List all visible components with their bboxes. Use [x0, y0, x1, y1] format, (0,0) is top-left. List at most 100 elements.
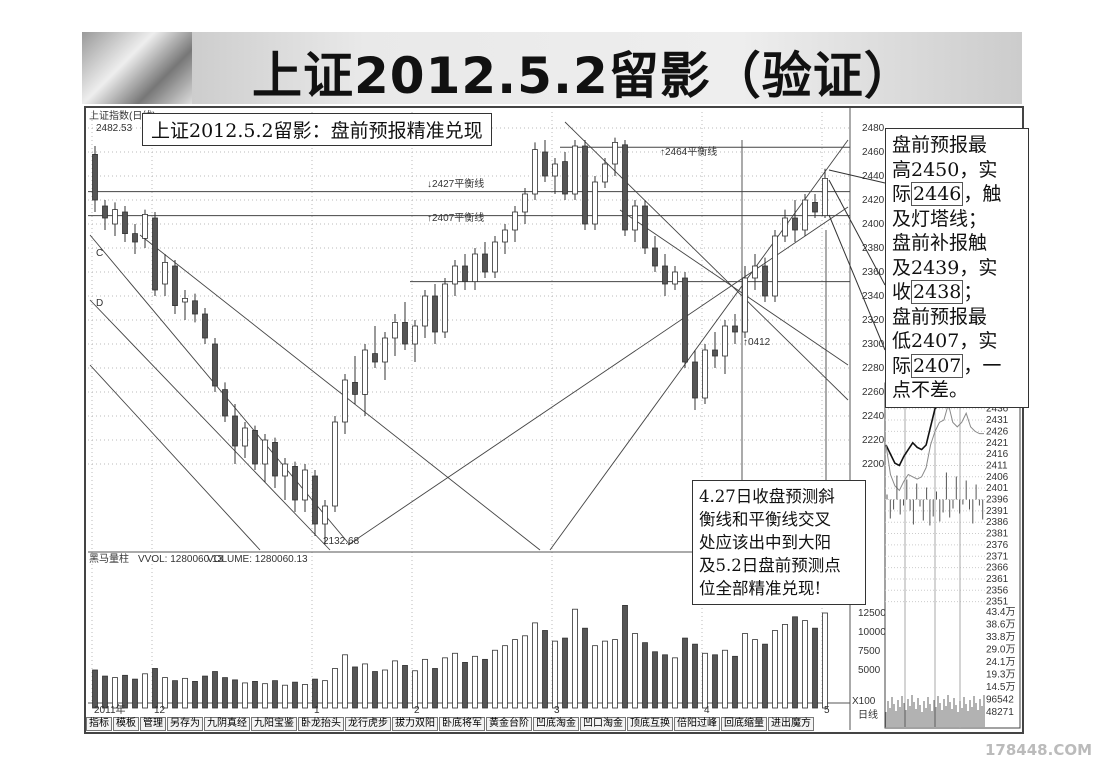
tab-3[interactable]: 另存为: [167, 717, 203, 731]
note-line: 盘前预报最: [892, 134, 988, 156]
volume-bar: [162, 677, 168, 709]
month-label: 5: [824, 705, 830, 716]
volume-bar: [122, 674, 128, 709]
channel-line-c: [89, 234, 351, 546]
tab-7[interactable]: 龙行虎步: [345, 717, 391, 731]
note-line: 位全部精准兑现!: [699, 579, 822, 598]
candle-up: [442, 283, 448, 333]
volume-bar: [542, 630, 548, 709]
period-label[interactable]: 日线: [858, 708, 878, 721]
candle-up: [362, 349, 368, 395]
tab-9[interactable]: 卧底将军: [439, 717, 485, 731]
candles: [92, 137, 828, 545]
candle-up: [452, 265, 458, 285]
volume-indicator-name: 黑马量柱: [89, 552, 129, 565]
volume-bar: [532, 622, 538, 709]
index-name: 上证指数(日线): [89, 109, 156, 122]
volume-bar: [592, 645, 598, 709]
note-text: ；: [963, 281, 983, 303]
volume-bar: [622, 605, 628, 709]
volume-bar: [152, 668, 158, 709]
month-label: 12: [154, 705, 166, 716]
volume-bar: [202, 675, 208, 709]
tab-11[interactable]: 凹底淘金: [533, 717, 579, 731]
note-line: 点不差。: [892, 379, 969, 401]
month-label: 4: [704, 705, 710, 716]
price-tick-label: 2240: [862, 411, 885, 422]
volume-bar: [662, 654, 668, 709]
volume-bar: [262, 683, 268, 709]
volume-bar: [282, 684, 288, 709]
candle-up: [182, 297, 188, 303]
note-arrows: [828, 169, 886, 351]
channel-line-d: [89, 299, 331, 551]
note-line: 处应该出中到大阳: [699, 533, 831, 552]
candle-down: [92, 153, 98, 201]
volume-tick-label: 7500: [858, 646, 881, 657]
candle-down: [622, 144, 628, 231]
descending-line-a: [139, 234, 541, 551]
intraday-price-label: 2351: [986, 597, 1009, 608]
chart-subtitle: 上证2012.5.2留影：盘前预报精准兑现: [142, 113, 492, 146]
candle-up: [412, 325, 418, 345]
intraday-price-label: 2371: [986, 551, 1009, 562]
line-2407-label: ↑2407平衡线: [427, 211, 484, 224]
tab-4[interactable]: 九阴真经: [204, 717, 250, 731]
volume-bars: [92, 605, 828, 709]
chart-window: [84, 106, 1024, 734]
candle-down: [122, 211, 128, 235]
volume-bar: [392, 660, 398, 709]
intraday-volume-label: 19.3万: [986, 670, 1015, 681]
grid: [88, 112, 850, 703]
tab-15[interactable]: 回底缩量: [721, 717, 767, 731]
candle-down: [432, 295, 438, 333]
intraday-price-label: 2356: [986, 585, 1009, 596]
volume-bar: [582, 627, 588, 709]
candle-up: [602, 163, 608, 183]
tab-14[interactable]: 倍阳过峰: [674, 717, 720, 731]
volume-bar: [342, 654, 348, 709]
volume-bar: [652, 651, 658, 709]
candle-up: [142, 213, 148, 239]
intraday-price-label: 2381: [986, 529, 1009, 540]
note-text: 收: [892, 281, 912, 303]
candle-down: [102, 205, 108, 219]
tab-6[interactable]: 卧龙抬头: [298, 717, 344, 731]
tab-8[interactable]: 拔力双阳: [392, 717, 438, 731]
volume-bar: [572, 608, 578, 709]
price-tick-label: 2480: [862, 123, 885, 134]
tab-5[interactable]: 九阳宝鉴: [251, 717, 297, 731]
prediction-note: 4.27日收盘预测斜 衡线和平衡线交叉 处应该出中到大阳 及5.2日盘前预测点 …: [692, 480, 866, 605]
actual-high-box: 2446: [911, 182, 964, 206]
tab-16[interactable]: 进出魔方: [768, 717, 814, 731]
price-tick-label: 2220: [862, 435, 885, 446]
tab-1[interactable]: 模板: [113, 717, 139, 731]
tab-13[interactable]: 顶底互换: [627, 717, 673, 731]
volume-bar: [722, 649, 728, 709]
candle-up: [502, 229, 508, 243]
volume-bar: [642, 642, 648, 709]
volume-bar: [482, 658, 488, 709]
candle-up: [512, 211, 518, 231]
tab-12[interactable]: 凹口淘金: [580, 717, 626, 731]
tab-2[interactable]: 管理: [140, 717, 166, 731]
candle-up: [522, 193, 528, 213]
candle-down: [352, 381, 358, 395]
volume-bar: [692, 643, 698, 709]
candle-up: [112, 209, 118, 225]
intraday-volume-label: 48271: [986, 707, 1014, 718]
candle-down: [222, 389, 228, 417]
tab-10[interactable]: 黄金台阶: [486, 717, 532, 731]
candle-up: [592, 181, 598, 225]
tab-0[interactable]: 指标: [86, 717, 112, 731]
indicator-tabs: 指标 模板 管理 另存为 九阴真经 九阳宝鉴 卧龙抬头 龙行虎步 拔力双阳 卧底将军 黄金台阶 凹底淘…: [86, 717, 815, 731]
candle-down: [372, 353, 378, 363]
volume-bar: [672, 657, 678, 709]
volume-bar: [142, 673, 148, 709]
price-tick-label: 2360: [862, 267, 885, 278]
price-tick-label: 2440: [862, 171, 885, 182]
wol-value: VVOL: 1280060.13: [138, 554, 224, 565]
volume-bar: [332, 668, 338, 709]
candle-down: [652, 247, 658, 267]
candle-down: [462, 265, 468, 283]
